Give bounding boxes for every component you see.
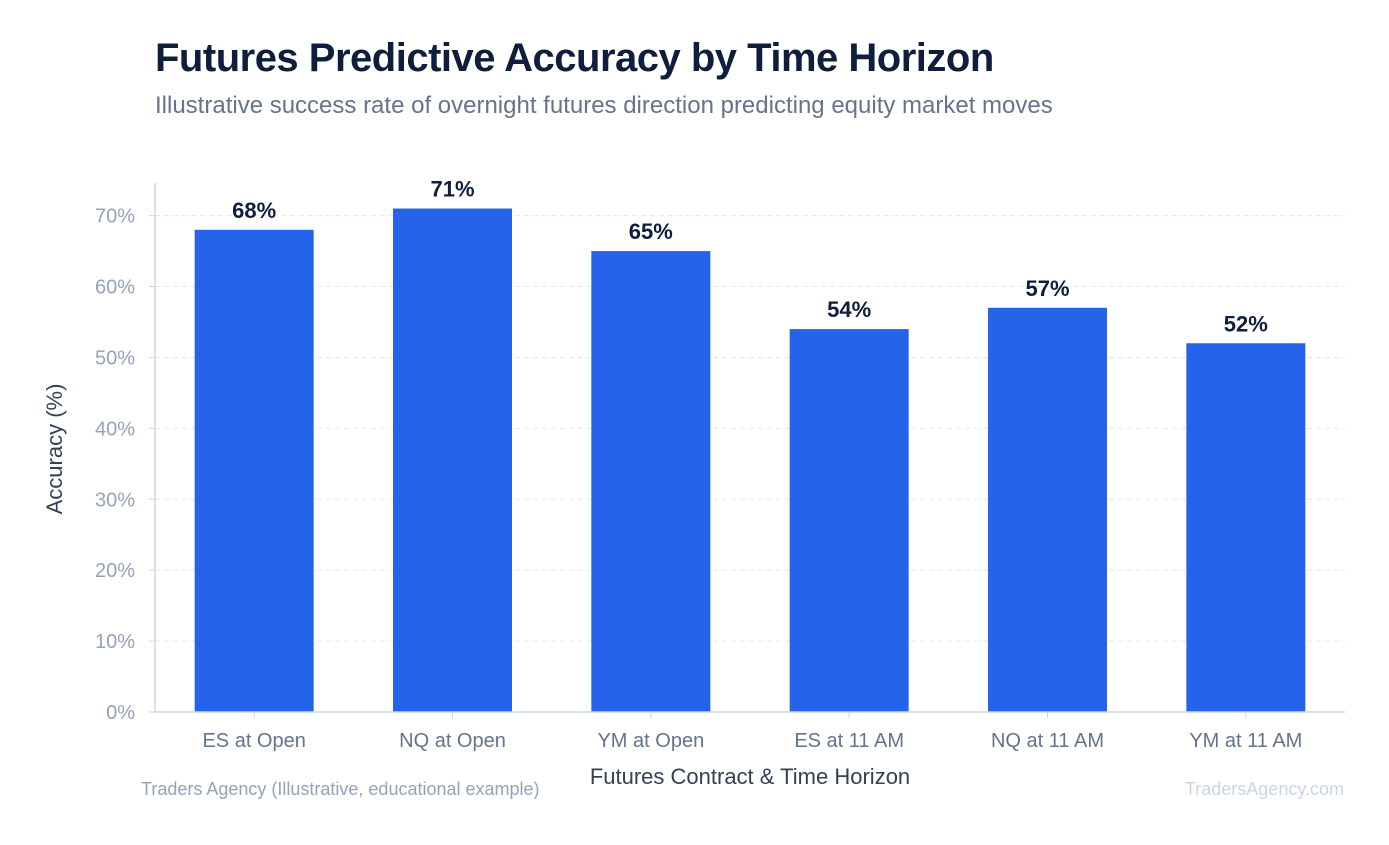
y-tick-label: 60% <box>95 277 135 299</box>
bar <box>591 251 711 712</box>
chart-title: Futures Predictive Accuracy by Time Hori… <box>155 36 994 80</box>
gridlines <box>155 215 1345 642</box>
x-tick-label: ES at 11 AM <box>794 730 904 752</box>
y-tick-label: 70% <box>95 206 135 228</box>
y-tick-label: 0% <box>106 702 135 724</box>
bar-value-label: 65% <box>629 219 673 244</box>
watermark: TradersAgency.com <box>1184 779 1344 799</box>
bars <box>194 208 1306 713</box>
x-tick-label: NQ at Open <box>399 730 506 752</box>
x-tick-label: NQ at 11 AM <box>991 730 1104 752</box>
x-tick-label: YM at Open <box>597 730 704 752</box>
bar-value-label: 68% <box>232 198 276 223</box>
y-tick-label: 20% <box>95 560 135 582</box>
axes <box>149 183 1345 718</box>
bar <box>393 208 512 713</box>
bar-value-label: 52% <box>1224 311 1268 336</box>
y-axis-title: Accuracy (%) <box>42 384 67 515</box>
bar <box>789 329 909 712</box>
bar-value-label: 71% <box>430 177 474 202</box>
source-note: Traders Agency (Illustrative, educationa… <box>141 779 540 799</box>
bar <box>988 307 1107 712</box>
labels: 0% 10% 20% 30% 40% 50% 60% 70% 68% ES at Open 71% N… <box>95 177 1302 752</box>
x-tick-label: YM at 11 AM <box>1189 730 1302 752</box>
bar-value-label: 54% <box>827 297 871 322</box>
y-tick-label: 10% <box>95 631 135 653</box>
bar-value-label: 57% <box>1025 276 1069 301</box>
y-tick-label: 30% <box>95 489 135 511</box>
y-tick-label: 40% <box>95 418 135 440</box>
bar <box>1186 343 1306 712</box>
bar <box>194 229 314 712</box>
chart-subtitle: Illustrative success rate of overnight f… <box>155 92 1053 119</box>
x-axis-title: Futures Contract & Time Horizon <box>590 764 910 789</box>
y-tick-label: 50% <box>95 347 135 369</box>
x-tick-label: ES at Open <box>202 730 305 752</box>
